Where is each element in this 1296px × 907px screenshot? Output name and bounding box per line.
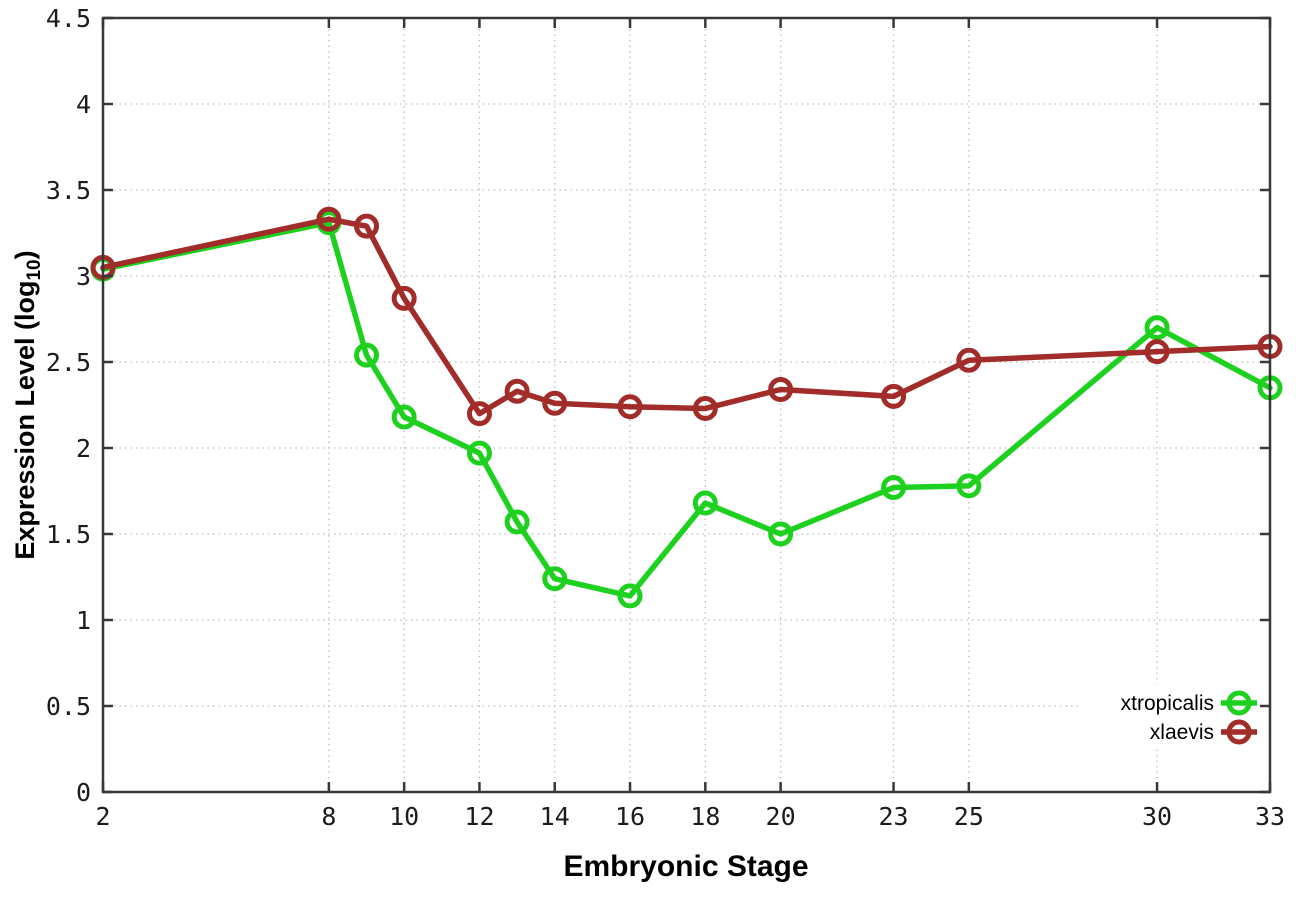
- y-tick-label: 3: [76, 262, 91, 291]
- data-point-xlaevis: [391, 285, 417, 311]
- x-tick-label: 12: [464, 802, 494, 831]
- x-tick-label: 30: [1142, 802, 1172, 831]
- y-axis-title-close: ): [9, 250, 40, 260]
- y-axis-title-text: Expression Level (log: [9, 280, 40, 560]
- data-point-xlaevis: [617, 394, 643, 420]
- y-axis-title-subscript: 10: [24, 259, 46, 281]
- y-tick-label: 4.5: [46, 4, 91, 33]
- data-point-xlaevis: [881, 383, 907, 409]
- legend-marker-xlaevis: [1226, 719, 1252, 745]
- x-tick-label: 2: [95, 802, 110, 831]
- data-point-xlaevis: [542, 390, 568, 416]
- y-tick-label: 0: [76, 778, 91, 807]
- x-tick-label: 23: [878, 802, 908, 831]
- y-axis-title: Expression Level (log10): [10, 250, 46, 559]
- x-tick-label: 8: [321, 802, 336, 831]
- data-point-xtropicalis: [1144, 315, 1170, 341]
- data-point-xlaevis: [354, 213, 380, 239]
- data-point-xtropicalis: [692, 490, 718, 516]
- x-tick-label: 16: [615, 802, 645, 831]
- data-point-xlaevis: [316, 206, 342, 232]
- y-tick-label: 0.5: [46, 692, 91, 721]
- plot-border: [101, 16, 1272, 794]
- data-point-xlaevis: [504, 378, 530, 404]
- y-tick-label: 3.5: [46, 176, 91, 205]
- x-tick-label: 18: [690, 802, 720, 831]
- x-tick-label: 20: [766, 802, 796, 831]
- data-point-xlaevis: [768, 377, 794, 403]
- data-point-xlaevis: [466, 401, 492, 427]
- y-tick-label: 2.5: [46, 348, 91, 377]
- data-point-xtropicalis: [768, 521, 794, 547]
- data-point-xlaevis: [1144, 339, 1170, 365]
- x-axis-title: Embryonic Stage: [563, 850, 809, 883]
- x-tick-label: 14: [540, 802, 570, 831]
- data-point-xtropicalis: [956, 473, 982, 499]
- data-point-xtropicalis: [391, 404, 417, 430]
- data-point-xtropicalis: [542, 566, 568, 592]
- legend-label-xlaevis: xlaevis: [1150, 721, 1214, 744]
- data-point-xtropicalis: [881, 475, 907, 501]
- legend-label-xtropicalis: xtropicalis: [1121, 692, 1214, 715]
- x-tick-label: 25: [954, 802, 984, 831]
- legend-marker-xtropicalis: [1226, 690, 1252, 716]
- series-line-xlaevis: [100, 216, 1273, 417]
- y-tick-label: 1: [76, 606, 91, 635]
- x-tick-label: 33: [1255, 802, 1285, 831]
- y-tick-label: 2: [76, 434, 91, 463]
- data-point-xtropicalis: [354, 342, 380, 368]
- data-point-xtropicalis: [504, 509, 530, 535]
- data-point-xtropicalis: [617, 583, 643, 609]
- data-point-xlaevis: [692, 395, 718, 421]
- y-tick-label: 1.5: [46, 520, 91, 549]
- data-point-xlaevis: [956, 347, 982, 373]
- y-tick-label: 4: [76, 90, 91, 119]
- data-point-xtropicalis: [466, 440, 492, 466]
- x-tick-label: 10: [389, 802, 419, 831]
